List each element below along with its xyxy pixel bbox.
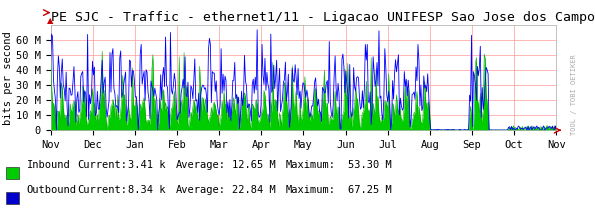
Text: Maximum:: Maximum:	[286, 160, 336, 170]
Text: Outbound: Outbound	[27, 185, 77, 195]
Text: TOOL / TOBI OETIKER: TOOL / TOBI OETIKER	[571, 54, 577, 135]
Text: 12.65 M: 12.65 M	[232, 160, 276, 170]
Text: Current:: Current:	[77, 185, 127, 195]
Text: 3.41 k: 3.41 k	[128, 160, 165, 170]
Y-axis label: bits per second: bits per second	[3, 31, 13, 125]
Text: Current:: Current:	[77, 160, 127, 170]
Text: ▲: ▲	[48, 16, 54, 25]
Text: 53.30 M: 53.30 M	[348, 160, 392, 170]
Text: 67.25 M: 67.25 M	[348, 185, 392, 195]
Text: Average:: Average:	[176, 185, 226, 195]
Text: Maximum:: Maximum:	[286, 185, 336, 195]
Text: 22.84 M: 22.84 M	[232, 185, 276, 195]
Text: Inbound: Inbound	[27, 160, 71, 170]
Text: Average:: Average:	[176, 160, 226, 170]
Text: PE SJC - Traffic - ethernet1/11 - Ligacao UNIFESP Sao Jose dos Campos 20Mbps: PE SJC - Traffic - ethernet1/11 - Ligaca…	[51, 11, 595, 24]
Text: 8.34 k: 8.34 k	[128, 185, 165, 195]
